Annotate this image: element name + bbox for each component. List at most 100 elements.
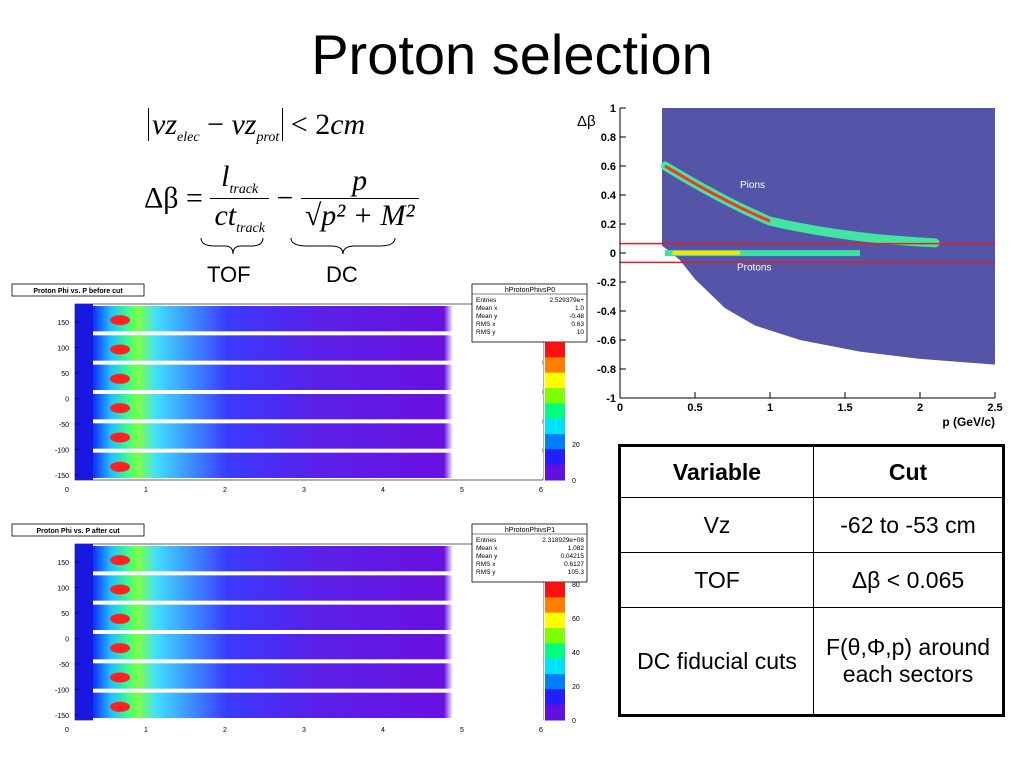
hot-spot xyxy=(110,403,130,414)
stats-key: Mean x xyxy=(476,545,498,552)
tof-denominator: ct xyxy=(214,199,237,232)
x-tick-label: 2 xyxy=(223,487,227,494)
x-tick-label: 1 xyxy=(767,402,773,414)
stats-key: RMS y xyxy=(476,329,496,336)
stats-key: Mean x xyxy=(476,305,498,312)
x-tick-label: 4 xyxy=(381,487,385,494)
formula-braces xyxy=(200,237,396,255)
y-tick-label: 1 xyxy=(610,103,616,115)
hot-spot xyxy=(110,613,130,624)
stats-key: RMS y xyxy=(476,569,496,576)
protons-label: Protons xyxy=(737,262,771,273)
sector-band xyxy=(93,692,543,718)
stats-value: 2.529379e+ xyxy=(549,297,584,304)
palette-cell xyxy=(545,582,565,598)
y-tick-label: 0.4 xyxy=(601,190,617,202)
palette-cell xyxy=(545,449,565,466)
hist-title-box xyxy=(11,283,145,297)
stats-name: hProtonPhivsP0 xyxy=(505,287,555,294)
y-tick-label: 0 xyxy=(65,397,69,404)
sector-band xyxy=(93,306,543,332)
hot-spot xyxy=(110,643,130,654)
y-tick-label: 150 xyxy=(57,560,69,567)
stats-value: 1.082 xyxy=(568,545,585,552)
y-tick-label: -150 xyxy=(55,713,69,720)
hot-spot xyxy=(110,373,130,384)
palette-cell xyxy=(545,658,565,675)
palette-cell xyxy=(545,597,565,614)
row-variable: Vz xyxy=(619,497,814,553)
palette-cell xyxy=(545,704,565,721)
table-header-row: Variable Cut xyxy=(619,445,1004,498)
y-tick-label: 0.8 xyxy=(601,132,616,144)
y-tick-label: 150 xyxy=(57,320,69,327)
sector-band xyxy=(93,546,543,572)
palette-cell xyxy=(545,674,565,690)
y-tick-label: 0 xyxy=(610,248,616,260)
sector-band xyxy=(93,452,543,478)
x-tick-label: 6 xyxy=(539,487,543,494)
pion-band-core xyxy=(664,164,771,223)
row-cut: Δβ < 0.065 xyxy=(813,552,1004,608)
palette-tick: 60 xyxy=(572,616,580,623)
hot-spot xyxy=(110,672,130,683)
hot-spot xyxy=(110,461,130,472)
stats-value: 0.63 xyxy=(571,321,584,328)
y-tick-label: 100 xyxy=(57,586,69,593)
y-tick-label: 100 xyxy=(57,346,69,353)
palette-tick: 80 xyxy=(572,582,580,589)
palette-cell xyxy=(545,628,565,644)
hot-spot xyxy=(110,432,130,443)
row-variable: TOF xyxy=(619,552,814,608)
stats-key: Mean y xyxy=(476,553,498,560)
stats-box xyxy=(471,283,588,343)
table-row: TOF Δβ < 0.065 xyxy=(619,552,1004,608)
tof-numerator-sub: track xyxy=(229,182,259,197)
x-tick-label: 1.5 xyxy=(837,402,852,414)
x-tick-label: 0 xyxy=(65,487,69,494)
proton-band-core xyxy=(672,250,740,255)
palette-cell xyxy=(545,689,565,706)
y-tick-label: -0.2 xyxy=(597,277,616,289)
stats-value: 0.6127 xyxy=(564,561,584,568)
histogram-before-cut: Proton Phi vs. P before cut hProtonPhivs… xyxy=(11,283,588,494)
hot-spot xyxy=(110,701,130,712)
stats-key: Entries xyxy=(476,537,497,544)
sector-band xyxy=(93,634,543,660)
palette-cell xyxy=(545,464,565,481)
header-cut: Cut xyxy=(813,445,1004,498)
stats-key: Entries xyxy=(476,297,497,304)
palette-cell xyxy=(545,357,565,374)
hot-spot xyxy=(110,344,130,355)
histogram-after-cut: Proton Phi vs. P after cut hProtonPhivsP… xyxy=(11,523,588,734)
hot-spot xyxy=(110,315,130,326)
table-row: DC fiducial cuts F(θ,Φ,p) around each se… xyxy=(619,607,1004,716)
y-tick-label: -1 xyxy=(606,393,616,405)
y-tick-label: -50 xyxy=(59,662,69,669)
stats-value: 1.0 xyxy=(575,305,584,312)
palette-tick: 0 xyxy=(572,478,576,485)
tof-fraction: ltrack cttrack xyxy=(210,160,269,237)
y-tick-label: 0 xyxy=(65,637,69,644)
stats-key: Mean y xyxy=(476,313,498,320)
y-tick-label: -50 xyxy=(59,422,69,429)
hist-title: Proton Phi vs. P after cut xyxy=(36,528,120,535)
y-tick-label: 0.6 xyxy=(601,161,616,173)
x-tick-label: 4 xyxy=(381,727,385,734)
x-tick-label: 2 xyxy=(917,402,923,414)
hist-title-box xyxy=(11,523,145,537)
dc-denominator: p² + M² xyxy=(321,198,415,232)
x-tick-label: 2.5 xyxy=(987,402,1002,414)
dc-label: DC xyxy=(326,262,358,287)
row-cut: -62 to -53 cm xyxy=(813,497,1004,553)
tof-label: TOF xyxy=(207,262,251,287)
y-tick-label: -0.8 xyxy=(597,364,616,376)
x-tick-label: 5 xyxy=(460,727,464,734)
palette-cell xyxy=(545,612,565,629)
hot-spot xyxy=(110,555,130,566)
stats-value: 10 xyxy=(577,329,585,336)
palette-tick: 20 xyxy=(572,684,580,691)
stats-value: 105.3 xyxy=(568,569,585,576)
x-tick-label: 0 xyxy=(617,402,623,414)
hist-title: Proton Phi vs. P before cut xyxy=(33,288,123,295)
